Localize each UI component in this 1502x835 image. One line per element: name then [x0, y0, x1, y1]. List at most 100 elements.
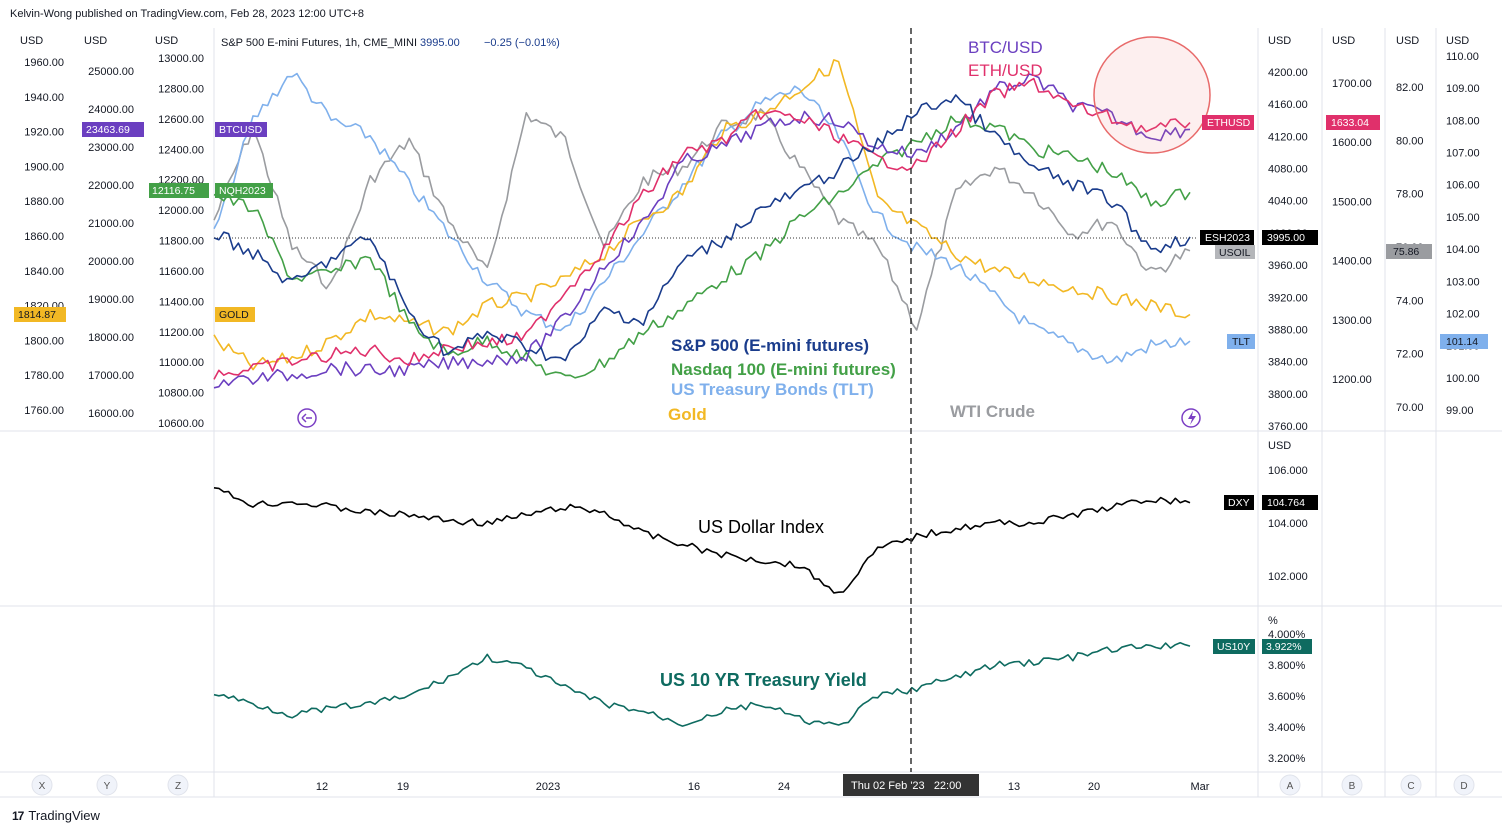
btc-axis-unit: USD — [84, 35, 107, 47]
svg-text:GOLD: GOLD — [219, 309, 249, 321]
dxy-pane-series — [213, 487, 1191, 594]
dxy-symbol-tag: DXY — [1224, 495, 1254, 510]
us10y-axis-tick-label: 3.400% — [1268, 722, 1306, 734]
time-tick-label: 19 — [397, 781, 409, 793]
gold-axis-tick-label: 1960.00 — [24, 57, 64, 69]
ndq-left-tag: 12116.75 — [149, 183, 209, 198]
svg-text:D: D — [1460, 781, 1467, 792]
btc-axis-tick-label: 25000.00 — [88, 66, 134, 78]
spx-axis-tick-label: 3960.00 — [1268, 260, 1308, 272]
legend-price: 3995.00 — [420, 37, 460, 49]
tlt-axis-tick-label: 104.00 — [1446, 244, 1480, 256]
wti-annotation: WTI Crude — [950, 402, 1035, 421]
axis-button-x[interactable]: X — [31, 774, 53, 796]
tlt-right-tag: 101.14 — [1440, 334, 1488, 349]
tradingview-footer[interactable]: 17 TradingView — [12, 808, 100, 823]
axis-button-d[interactable]: D — [1453, 774, 1475, 796]
svg-text:NQH2023: NQH2023 — [219, 185, 266, 197]
time-tick-label: 12 — [316, 781, 328, 793]
ndq-axis-tick-label: 13000.00 — [158, 53, 204, 65]
svg-text:USOIL: USOIL — [1219, 247, 1251, 259]
ndq-axis-tick-label: 12400.00 — [158, 144, 204, 156]
tlt-axis-tick-label: 110.00 — [1446, 51, 1479, 63]
btc-axis-tick-label: 20000.00 — [88, 256, 134, 268]
svg-text:12116.75: 12116.75 — [152, 185, 195, 197]
eth-axis-tick-label: 1700.00 — [1332, 78, 1372, 90]
spx-symbol-tag: ESH2023 — [1200, 230, 1254, 245]
svg-text:US10Y: US10Y — [1217, 641, 1250, 653]
btc-axis-tick-label: 17000.00 — [88, 370, 134, 382]
btc-axis-tick-label: 16000.00 — [88, 408, 134, 420]
spx-axis-tick-label: 4120.00 — [1268, 131, 1308, 143]
time-tick-label: Mar — [1191, 781, 1210, 793]
gold-series-line — [213, 59, 1191, 371]
dxy-axis-tick-label: 104.000 — [1268, 518, 1308, 530]
gold-axis-tick-label: 1840.00 — [24, 266, 64, 278]
axis-button-a[interactable]: A — [1279, 774, 1301, 796]
svg-text:3995.00: 3995.00 — [1267, 232, 1305, 244]
svg-text:75.86: 75.86 — [1393, 246, 1419, 258]
gold-axis-unit: USD — [20, 35, 43, 47]
gold-axis-tick-label: 1760.00 — [24, 405, 64, 417]
svg-text:BTCUSD: BTCUSD — [219, 124, 263, 136]
ndq-axis-tick-label: 11400.00 — [159, 296, 204, 308]
ndq-symbol-tag: NQH2023 — [215, 183, 273, 198]
tlt-symbol-tag: TLT — [1227, 334, 1255, 349]
gold-axis-tick-label: 1940.00 — [24, 92, 64, 104]
ndq-axis-tick-label: 10600.00 — [158, 418, 204, 430]
svg-text:Y: Y — [104, 781, 111, 792]
tlt-axis-tick-label: 100.00 — [1446, 373, 1480, 385]
svg-text:1814.87: 1814.87 — [18, 309, 56, 321]
eth-axis-tick-label: 1500.00 — [1332, 196, 1372, 208]
ndq-axis-tick-label: 11800.00 — [159, 236, 204, 248]
dxy-axis-tick-label: 102.000 — [1268, 571, 1308, 583]
legend-symbol[interactable]: S&P 500 E-mini Futures, 1h, CME_MINI — [221, 37, 417, 49]
time-tick-label: 20 — [1088, 781, 1100, 793]
tlt-axis-tick-label: 106.00 — [1446, 180, 1480, 192]
ndq-axis-tick-label: 11600.00 — [159, 266, 204, 278]
oil-right-tag: 75.86 — [1386, 244, 1432, 259]
svg-text:Thu 02 Feb '23 22:00: Thu 02 Feb '23 22:00 — [851, 780, 961, 792]
time-tick-label: 24 — [778, 781, 790, 793]
svg-text:1633.04: 1633.04 — [1331, 117, 1369, 129]
axis-button-z[interactable]: Z — [167, 774, 189, 796]
spx-axis-tick-label: 3840.00 — [1268, 357, 1308, 369]
spx-axis-tick-label: 4080.00 — [1268, 164, 1308, 176]
btc-axis-tick-label: 24000.00 — [88, 104, 134, 116]
tlt-axis-tick-label: 105.00 — [1446, 212, 1480, 224]
us10y-symbol-tag: US10Y — [1213, 639, 1255, 654]
axis-button-y[interactable]: Y — [96, 774, 118, 796]
svg-text:23463.69: 23463.69 — [86, 124, 130, 136]
ndq-axis-tick-label: 11000.00 — [159, 357, 204, 369]
btc-annotation: BTC/USD — [968, 38, 1043, 57]
nqh2023-series-line — [213, 113, 1191, 379]
tlt-axis-unit: USD — [1446, 35, 1469, 47]
tlt-annotation: US Treasury Bonds (TLT) — [671, 380, 874, 399]
gold-annotation: Gold — [668, 405, 707, 424]
btc-axis-tick-label: 21000.00 — [88, 218, 134, 230]
ndq-axis-tick-label: 12800.00 — [158, 83, 204, 95]
eth-axis-unit: USD — [1332, 35, 1355, 47]
oil-axis-tick-label: 78.00 — [1396, 189, 1424, 201]
oil-axis-tick-label: 74.00 — [1396, 295, 1424, 307]
time-tick-label: 16 — [688, 781, 700, 793]
gold-axis-tick-label: 1780.00 — [24, 370, 64, 382]
tlt-series-line — [213, 72, 1191, 364]
btcusd-series-line — [213, 73, 1191, 389]
btc-symbol-tag: BTCUSD — [215, 122, 267, 137]
lightning-icon[interactable] — [1181, 408, 1201, 428]
axis-button-c[interactable]: C — [1400, 774, 1422, 796]
dxy-axis-unit: USD — [1268, 440, 1291, 452]
eth-axis-tick-label: 1600.00 — [1332, 137, 1372, 149]
tlt-axis-tick-label: 107.00 — [1446, 148, 1480, 160]
ndq-axis-tick-label: 12600.00 — [158, 114, 204, 126]
svg-text:DXY: DXY — [1228, 497, 1250, 509]
axis-button-b[interactable]: B — [1341, 774, 1363, 796]
spx-axis-tick-label: 4200.00 — [1268, 67, 1308, 79]
us10y-axis-tick-label: 3.600% — [1268, 691, 1306, 703]
ndq-annotation: Nasdaq 100 (E-mini futures) — [671, 360, 896, 379]
us10y-axis-unit: % — [1268, 615, 1278, 627]
spx-axis-tick-label: 3920.00 — [1268, 292, 1308, 304]
replay-icon[interactable] — [297, 408, 317, 428]
